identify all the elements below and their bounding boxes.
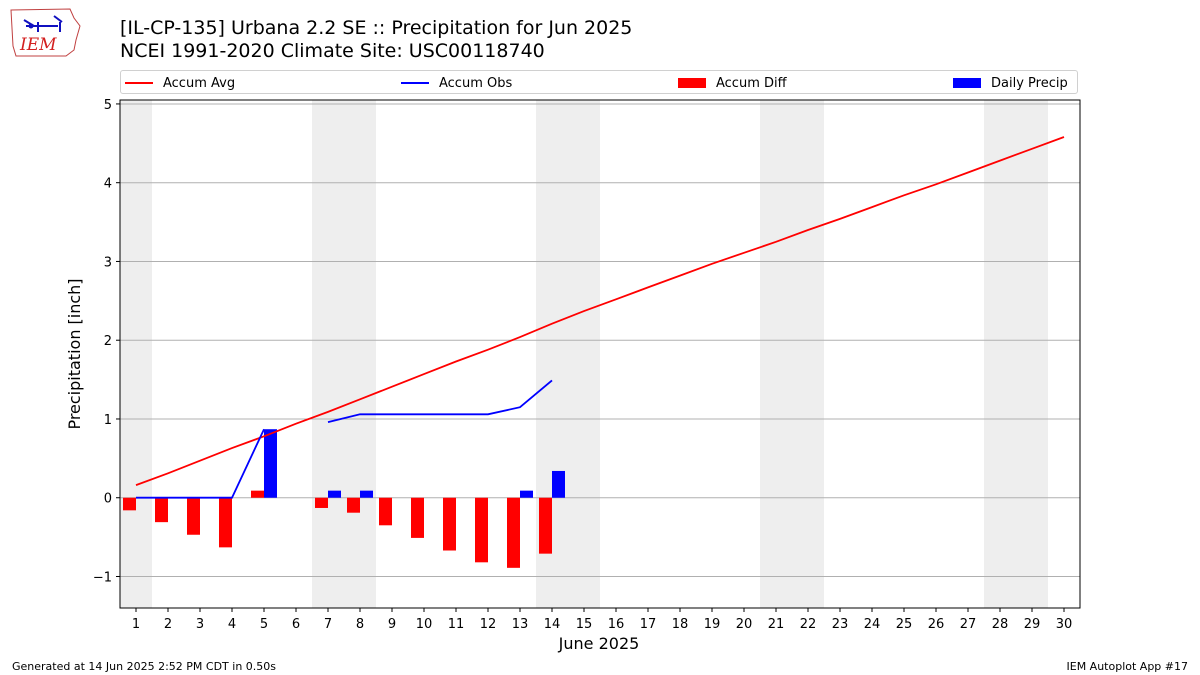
legend-swatch-accum-avg (125, 82, 153, 84)
legend-item-accum-obs: Accum Obs (401, 74, 512, 92)
x-tick-label: 7 (324, 617, 332, 632)
accum-diff-bar (443, 497, 456, 551)
accum-diff-bar (251, 490, 264, 498)
x-tick-label: 13 (512, 617, 529, 632)
legend-item-accum-avg: Accum Avg (125, 74, 235, 92)
chart-title: [IL-CP-135] Urbana 2.2 SE :: Precipitati… (120, 17, 633, 39)
accum-diff-bar (187, 497, 200, 535)
x-tick-label: 10 (416, 617, 433, 632)
x-tick-label: 21 (768, 617, 785, 632)
y-tick-label: −1 (93, 570, 112, 585)
daily-precip-bar (552, 470, 565, 498)
x-tick-label: 11 (448, 617, 465, 632)
y-tick-label: 3 (104, 255, 112, 270)
accum-diff-bar (219, 497, 232, 548)
logo-text: IEM (19, 35, 57, 55)
x-tick-label: 26 (928, 617, 945, 632)
generated-timestamp: Generated at 14 Jun 2025 2:52 PM CDT in … (12, 660, 277, 673)
weekend-shading (120, 100, 1048, 608)
x-tick-label: 17 (640, 617, 657, 632)
accum-diff-bar (315, 497, 328, 508)
y-tick-label: 4 (104, 177, 112, 192)
x-tick-label: 30 (1056, 617, 1073, 632)
grid-lines (120, 103, 1080, 577)
legend-item-daily-precip: Daily Precip (953, 74, 1068, 92)
x-tick-label: 2 (164, 617, 172, 632)
legend-label: Accum Obs (439, 75, 513, 91)
x-tick-label: 28 (992, 617, 1009, 632)
y-tick-label: 2 (104, 334, 112, 349)
accum-diff-bar (507, 497, 520, 568)
weekend-band (984, 100, 1048, 608)
x-tick-label: 22 (800, 617, 817, 632)
x-tick-label: 12 (480, 617, 497, 632)
accum-diff-bar (347, 497, 360, 513)
x-tick-label: 5 (260, 617, 268, 632)
daily-precip-bar (264, 429, 277, 498)
weekend-band (312, 100, 376, 608)
x-tick-label: 27 (960, 617, 977, 632)
iem-logo: IEM (8, 6, 82, 60)
x-tick-label: 1 (132, 617, 140, 632)
iowa-state-outline (10, 8, 81, 57)
legend-swatch-daily-precip (953, 78, 981, 88)
legend-label: Daily Precip (991, 75, 1068, 91)
accum-diff-bar (155, 497, 168, 523)
x-tick-label: 20 (736, 617, 753, 632)
accum-avg-line (135, 136, 1065, 486)
x-tick-label: 25 (896, 617, 913, 632)
daily-precip-bar (328, 490, 341, 498)
legend-label: Accum Avg (163, 75, 236, 91)
x-axis-label: June 2025 (558, 634, 640, 653)
accum-diff-bar (123, 497, 136, 511)
x-tick-label: 19 (704, 617, 721, 632)
legend-swatch-accum-diff (678, 78, 706, 88)
accum-diff-bar (379, 497, 392, 526)
y-tick-label: 1 (104, 413, 112, 428)
series-lines (135, 136, 1065, 499)
legend-item-accum-diff: Accum Diff (678, 74, 787, 92)
weekend-band (120, 100, 152, 608)
plot-frame (119, 99, 1081, 609)
x-tick-label: 9 (388, 617, 396, 632)
legend-swatch-accum-obs (401, 82, 429, 84)
x-tick-label: 29 (1024, 617, 1041, 632)
x-tick-label: 23 (832, 617, 849, 632)
x-tick-label: 6 (292, 617, 300, 632)
daily-precip-bar (520, 490, 533, 498)
y-tick-label: 0 (104, 492, 112, 507)
chart-subtitle: NCEI 1991-2020 Climate Site: USC00118740 (120, 40, 545, 62)
x-tick-label: 24 (864, 617, 881, 632)
x-tick-label: 14 (544, 617, 561, 632)
x-tick-label: 18 (672, 617, 689, 632)
accum-obs-line (136, 379, 553, 499)
bars (123, 429, 565, 568)
weekend-band (760, 100, 824, 608)
x-tick-label: 8 (356, 617, 364, 632)
accum-diff-bar (539, 497, 552, 554)
x-tick-label: 4 (228, 617, 236, 632)
daily-precip-bar (360, 490, 373, 498)
x-tick-label: 3 (196, 617, 204, 632)
x-tick-label: 15 (576, 617, 593, 632)
x-tick-label: 16 (608, 617, 625, 632)
y-axis-label: Precipitation [inch] (65, 278, 84, 429)
chart-legend: Accum Avg Accum Obs Accum Diff Daily Pre… (120, 70, 1078, 94)
weather-station-icon (23, 15, 63, 32)
legend-label: Accum Diff (716, 75, 787, 91)
accum-diff-bar (411, 497, 424, 538)
accum-diff-bar (475, 497, 488, 563)
app-credit: IEM Autoplot App #17 (1066, 660, 1189, 673)
y-tick-label: 5 (104, 98, 112, 113)
